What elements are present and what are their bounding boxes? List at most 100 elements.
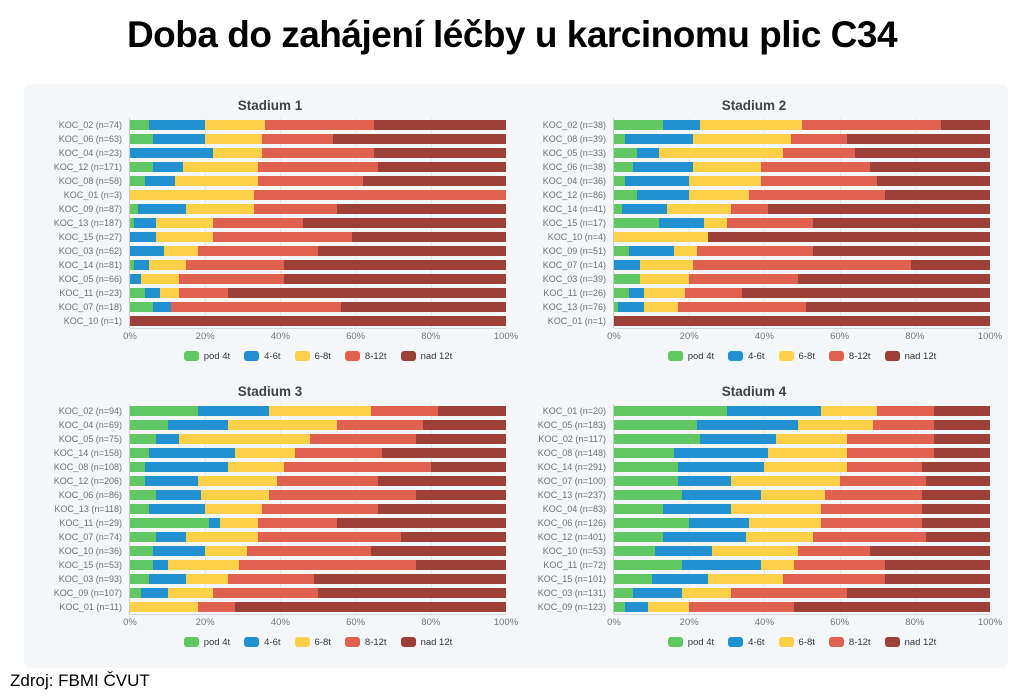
bar-row bbox=[614, 174, 990, 188]
bar-row bbox=[130, 516, 506, 530]
y-tick-label: KOC_07 (n=14) bbox=[518, 258, 614, 272]
bar-segment-pod-4t bbox=[130, 134, 153, 144]
bar-segment-nad-12t bbox=[794, 602, 990, 612]
y-tick-label: KOC_04 (n=23) bbox=[34, 146, 130, 160]
bar-segment-6-8t bbox=[749, 518, 821, 528]
bar-segment-pod-4t bbox=[614, 490, 682, 500]
bar-segment-nad-12t bbox=[708, 232, 990, 242]
bar-row bbox=[130, 160, 506, 174]
bar-segment-8-12t bbox=[269, 490, 416, 500]
bar-segment-6-8t bbox=[820, 406, 878, 416]
bar-segment-nad-12t bbox=[130, 316, 506, 326]
x-tick-label: 100% bbox=[977, 617, 1003, 628]
x-tick-label: 60% bbox=[830, 331, 850, 342]
y-tick-label: KOC_12 (n=86) bbox=[518, 188, 614, 202]
bar-segment-4-6t bbox=[625, 602, 648, 612]
y-tick-label: KOC_01 (n=1) bbox=[518, 314, 614, 328]
legend-item: nad 12t bbox=[884, 351, 936, 362]
legend-item: 4-6t bbox=[244, 637, 281, 648]
bar-segment-8-12t bbox=[847, 434, 934, 444]
bar-segment-pod-4t bbox=[614, 274, 641, 284]
bar-segment-8-12t bbox=[790, 134, 848, 144]
bar-segment-pod-4t bbox=[130, 260, 134, 270]
bar-segment-8-12t bbox=[197, 246, 318, 256]
legend-item: pod 4t bbox=[667, 351, 714, 362]
y-tick-label: KOC_12 (n=401) bbox=[518, 530, 614, 544]
x-tick-label: 100% bbox=[493, 331, 519, 342]
bar-segment-6-8t bbox=[178, 434, 311, 444]
bar-row bbox=[614, 544, 990, 558]
bar-segment-6-8t bbox=[704, 218, 727, 228]
legend-item: 6-8t bbox=[778, 351, 815, 362]
y-tick-label: KOC_15 (n=101) bbox=[518, 572, 614, 586]
bar-segment-nad-12t bbox=[378, 476, 506, 486]
bar-segment-4-6t bbox=[696, 420, 799, 430]
bar-row bbox=[614, 314, 990, 328]
bar-segment-4-6t bbox=[156, 532, 187, 542]
bar-segment-4-6t bbox=[208, 518, 221, 528]
bar-segment-8-12t bbox=[257, 176, 364, 186]
bar-row bbox=[130, 474, 506, 488]
x-tick-label: 40% bbox=[270, 331, 290, 342]
bar-segment-6-8t bbox=[730, 504, 821, 514]
plot-area bbox=[130, 118, 506, 328]
bar-segment-6-8t bbox=[205, 504, 262, 514]
y-tick-label: KOC_03 (n=131) bbox=[518, 586, 614, 600]
bar-segment-nad-12t bbox=[227, 288, 506, 298]
bar-segment-6-8t bbox=[148, 260, 187, 270]
bar-segment-pod-4t bbox=[614, 246, 630, 256]
legend-label: 6-8t bbox=[798, 636, 815, 648]
bar-segment-8-12t bbox=[276, 476, 379, 486]
x-tick-label: 40% bbox=[754, 617, 774, 628]
bar-row bbox=[130, 118, 506, 132]
bar-segment-4-6t bbox=[617, 302, 645, 312]
bar-segment-nad-12t bbox=[423, 420, 506, 430]
bar-segment-8-12t bbox=[783, 148, 855, 158]
legend-label: pod 4t bbox=[687, 636, 715, 648]
page-title: Doba do zahájení léčby u karcinomu plic … bbox=[126, 14, 898, 55]
bar-segment-6-8t bbox=[235, 448, 296, 458]
legend-swatch-icon bbox=[183, 637, 199, 647]
x-tick-label: 0% bbox=[607, 617, 621, 628]
bar-segment-nad-12t bbox=[933, 434, 990, 444]
bar-segment-nad-12t bbox=[933, 406, 990, 416]
bar-segment-nad-12t bbox=[922, 490, 990, 500]
legend-swatch-icon bbox=[294, 351, 310, 361]
bar-segment-8-12t bbox=[261, 504, 379, 514]
bar-segment-4-6t bbox=[689, 518, 750, 528]
bar-segment-pod-4t bbox=[614, 574, 652, 584]
legend-item: 8-12t bbox=[828, 637, 871, 648]
y-axis-labels: KOC_02 (n=94) KOC_04 (n=69) KOC_05 (n=75) K… bbox=[34, 404, 130, 614]
bar-segment-6-8t bbox=[644, 288, 686, 298]
x-tick-label: 20% bbox=[195, 617, 215, 628]
bar-segment-6-8t bbox=[220, 518, 258, 528]
y-tick-label: KOC_04 (n=69) bbox=[34, 418, 130, 432]
legend-item: 4-6t bbox=[244, 351, 281, 362]
bar-row bbox=[130, 600, 506, 614]
bar-segment-6-8t bbox=[197, 476, 277, 486]
bar-row bbox=[130, 488, 506, 502]
bar-segment-8-12t bbox=[212, 232, 352, 242]
bar-row bbox=[130, 216, 506, 230]
bar-segment-4-6t bbox=[156, 490, 202, 500]
y-tick-label: KOC_07 (n=74) bbox=[34, 530, 130, 544]
y-tick-label: KOC_09 (n=87) bbox=[34, 202, 130, 216]
bar-segment-6-8t bbox=[163, 246, 198, 256]
legend: pod 4t 4-6t 6-8t 8-12t nad 12t bbox=[130, 351, 506, 362]
bar-segment-pod-4t bbox=[130, 448, 149, 458]
bar-segment-pod-4t bbox=[614, 434, 701, 444]
y-tick-label: KOC_06 (n=63) bbox=[34, 132, 130, 146]
legend-item: pod 4t bbox=[183, 351, 230, 362]
charts-card: Stadium 1 KOC_02 (n=74) KOC_06 (n=63) KOC_… bbox=[24, 84, 1008, 668]
bar-segment-6-8t bbox=[689, 176, 761, 186]
bar-row bbox=[614, 572, 990, 586]
y-tick-label: KOC_02 (n=94) bbox=[34, 404, 130, 418]
bar-segment-6-8t bbox=[227, 420, 337, 430]
bar-segment-4-6t bbox=[130, 246, 164, 256]
bar-row bbox=[614, 272, 990, 286]
bar-segment-8-12t bbox=[730, 204, 769, 214]
bar-segment-6-8t bbox=[700, 120, 802, 130]
x-tick-label: 80% bbox=[421, 331, 441, 342]
bar-segment-8-12t bbox=[295, 448, 382, 458]
